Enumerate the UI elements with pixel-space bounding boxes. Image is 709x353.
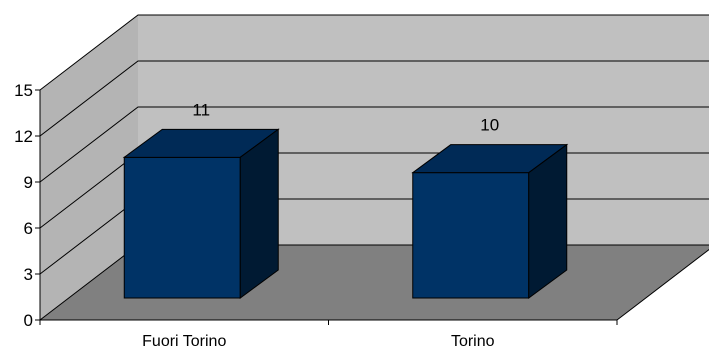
- y-tick-label: 9: [24, 173, 33, 192]
- y-tick-label: 0: [24, 311, 33, 330]
- y-tick-label: 3: [24, 265, 33, 284]
- bars: [122, 128, 569, 299]
- bar-side: [239, 128, 279, 299]
- gridline: [39, 14, 709, 91]
- category-label: Fuori Torino: [142, 333, 226, 350]
- labels: 0 3 6 9 12 15 11 Fuori Torino 10 Torino: [14, 81, 499, 350]
- y-tick-label: 6: [24, 219, 33, 238]
- axes: [35, 89, 709, 325]
- bar-front: [123, 156, 241, 299]
- floor-edge-line: [616, 248, 709, 321]
- category-label: Torino: [451, 333, 495, 350]
- bar-0: [122, 128, 280, 299]
- data-label: 11: [192, 100, 210, 119]
- chart-side-wall: [40, 15, 138, 320]
- bar-1: [411, 143, 569, 299]
- gridline: [39, 106, 709, 183]
- gridline: [39, 60, 709, 137]
- bar-front: [412, 172, 530, 299]
- data-label: 10: [480, 116, 499, 135]
- y-tick-label: 12: [14, 127, 33, 146]
- y-tick-label: 15: [14, 81, 33, 100]
- bar-side: [528, 143, 568, 299]
